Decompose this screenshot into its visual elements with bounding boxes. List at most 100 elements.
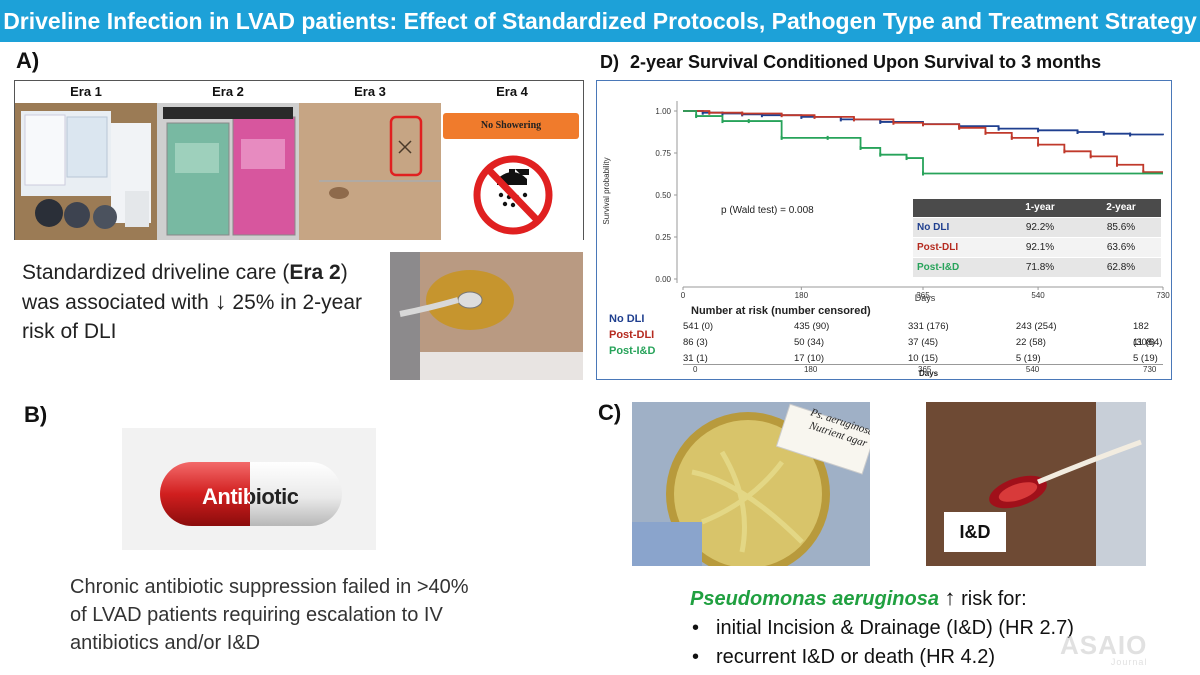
era-2-photo (157, 103, 299, 240)
up-arrow-icon: ↑ (944, 585, 956, 610)
censor-mark (813, 114, 816, 119)
risk-cell: 11 (64) (1133, 337, 1163, 348)
agar-plate-photo: Ps. aeruginosa Nutrient agar (632, 402, 870, 566)
risk-row: 31 (1) 17 (10) 10 (15) 5 (19) 5 (19) (683, 351, 1163, 367)
survival-chart-title: 2-year Survival Conditioned Upon Surviva… (630, 52, 1102, 72)
pseudomonas-bullets: initial Incision & Drainage (I&D) (HR 2.… (690, 614, 1160, 672)
risk-row: 86 (3) 50 (34) 37 (45) 22 (58) 11 (64) (683, 335, 1163, 351)
finding-text-part: 25% in 2-year (226, 291, 362, 314)
table-cell: 62.8% (1106, 262, 1136, 273)
table-header: 1-year 2-year (913, 199, 1161, 217)
pathogen-name: Pseudomonas aeruginosa (690, 588, 939, 610)
risk-table-axis: 0 180 365 540 730 Days (683, 364, 1163, 378)
risk-cell: 31 (1) (683, 353, 708, 364)
censor-mark (958, 125, 961, 130)
censor-mark (760, 113, 763, 118)
table-cell: Post-DLI (917, 242, 959, 253)
censor-mark (905, 156, 908, 161)
y-tick-label: 0.25 (655, 233, 671, 242)
table-header-cell: 1-year (1025, 202, 1055, 213)
antibiotic-pill-image: Antibiotic (122, 428, 376, 550)
risk-table-groups: No DLI Post-DLI Post-I&D (609, 311, 655, 359)
table-row: No DLI 92.2% 85.6% (913, 217, 1161, 237)
panel-d-label: D) (600, 52, 619, 72)
risk-axis-tick: 0 (693, 365, 698, 374)
x-axis-label: Days (915, 293, 936, 303)
era-2-label: Era 2 (212, 84, 244, 99)
table-row: Post-DLI 92.1% 63.6% (913, 237, 1161, 257)
down-arrow-icon: ↓ (214, 288, 227, 315)
censor-mark (1142, 170, 1145, 175)
table-row: Post-I&D 71.8% 62.8% (913, 257, 1161, 277)
era-photo-strip: Era 1 Era 2 Era 3 Era 4 (14, 80, 584, 240)
censor-mark (922, 122, 924, 127)
survival-curve-post-i-d (683, 110, 1163, 175)
finding-text-part: was associated with (22, 291, 215, 314)
antibiotic-suppression-text: Chronic antibiotic suppression failed in… (70, 576, 469, 654)
censor-mark (780, 113, 783, 118)
x-tick-label: 540 (1031, 291, 1045, 300)
censor-mark (1129, 132, 1132, 137)
risk-cell: 182 (308) (1133, 321, 1156, 348)
table-header-cell (913, 199, 999, 217)
risk-cell: 435 (90) (793, 321, 830, 332)
risk-cell: 541 (0) (683, 321, 714, 332)
risk-cell: 50 (34) (793, 337, 825, 348)
table-cell: Post-I&D (917, 262, 960, 273)
table-cell: 92.1% (1025, 242, 1055, 253)
risk-cell: 37 (45) (908, 337, 939, 348)
risk-group-label: No DLI (609, 313, 645, 325)
risk-axis-label: Days (919, 369, 939, 378)
incision-drainage-label: I&D (944, 512, 1006, 552)
censor-mark (879, 119, 882, 124)
censor-mark (984, 130, 987, 135)
censor-mark (747, 119, 750, 124)
censor-mark (800, 114, 803, 119)
era-4-panel: No Showering (441, 103, 583, 240)
risk-cell: 243 (254) (1015, 321, 1057, 332)
censor-mark (741, 111, 744, 116)
list-item: initial Incision & Drainage (I&D) (HR 2.… (690, 614, 1160, 643)
y-axis-label: Survival probability (602, 157, 611, 224)
survival-summary-table: 1-year 2-year No DLI 92.2% 85.6% Post-DL… (913, 199, 1161, 277)
risk-axis-tick: 365 (918, 365, 932, 374)
censor-mark (892, 120, 895, 125)
censor-mark (1063, 149, 1066, 154)
censor-mark (1037, 142, 1040, 147)
table-cell: 71.8% (1025, 262, 1055, 273)
risk-cell: 86 (3) (683, 337, 708, 348)
censor-mark (839, 117, 842, 122)
censor-mark (721, 119, 724, 124)
y-tick-label: 0.00 (655, 275, 671, 284)
risk-group-label: Post-DLI (609, 329, 655, 341)
censor-mark (1037, 128, 1040, 133)
finding-text-part: Standardized driveline care ( (22, 261, 290, 284)
panel-a-label: A) (16, 48, 40, 73)
risk-table-title: Number at risk (number censored) (691, 305, 871, 317)
y-tick-label: 0.50 (655, 191, 671, 200)
censor-mark (701, 110, 704, 115)
no-shower-icon (473, 155, 553, 235)
x-tick-label: 730 (1156, 291, 1170, 300)
risk-cell: 22 (58) (1015, 337, 1046, 348)
era-3-photo (299, 103, 441, 240)
list-item: recurrent I&D or death (HR 4.2) (690, 643, 1160, 672)
table-cell: No DLI (917, 222, 950, 233)
era-1-photo (15, 103, 157, 240)
p-value-text: p (Wald test) = 0.008 (721, 205, 814, 216)
risk-row: 541 (0) 435 (90) 331 (176) 243 (254) 182 (30… (683, 319, 1163, 348)
x-tick-label: 0 (681, 291, 686, 300)
censor-mark (708, 110, 711, 115)
finding-text-bold: Era 2 (289, 261, 341, 284)
risk-cell: 5 (19) (1133, 353, 1158, 364)
censor-mark (1115, 162, 1118, 167)
censor-mark (1076, 130, 1079, 134)
censor-mark (859, 145, 862, 150)
era-2-finding-text: Standardized driveline care (Era 2) was … (22, 258, 392, 346)
censor-mark (997, 126, 1000, 131)
incision-drainage-photo: I&D (926, 402, 1146, 566)
y-tick-label: 1.00 (655, 107, 671, 116)
x-tick-label: 365 (916, 291, 930, 300)
censor-mark (922, 171, 924, 176)
banner-title: Driveline Infection in LVAD patients: Ef… (0, 0, 1200, 42)
